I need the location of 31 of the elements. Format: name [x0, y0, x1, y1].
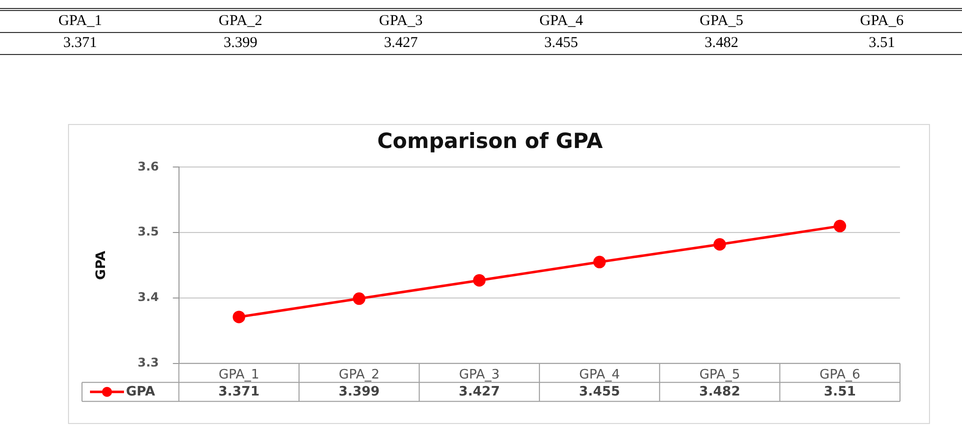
data-label: 3.427	[458, 384, 500, 400]
category-label: GPA_5	[700, 13, 744, 29]
category-label: GPA_2	[218, 13, 262, 29]
data-label: 3.455	[578, 384, 620, 400]
x-tick-label: GPA_6	[820, 368, 860, 383]
category-label: GPA_6	[860, 13, 904, 29]
data-label: 3.482	[699, 384, 740, 400]
text: 3.399	[222, 34, 258, 53]
y-tick-label: 3.4	[138, 290, 159, 304]
category-label: GPA_4	[539, 13, 583, 29]
y-tick-label: 3.6	[138, 159, 159, 174]
data-label: 3.371	[218, 384, 260, 400]
chart-title: Comparison of GPA	[377, 129, 604, 154]
y-tick-label: 3.3	[138, 356, 159, 370]
data-label: 3.51	[824, 384, 856, 400]
x-tick-label: GPA_5	[699, 368, 740, 383]
x-tick-label: GPA_1	[218, 368, 260, 383]
y-axis-title: GPA	[94, 250, 110, 280]
legend-label: GPA	[126, 384, 156, 400]
text: 3.427	[382, 34, 419, 53]
x-tick-label: GPA_3	[458, 368, 500, 383]
x-tick-label: GPA_4	[579, 368, 620, 383]
text: 3.371	[62, 34, 98, 53]
data-label: 3.399	[338, 384, 380, 400]
text: 3.51	[868, 34, 896, 53]
text: 3.482	[704, 34, 740, 53]
category-label: GPA_1	[58, 13, 102, 29]
y-tick-label: 3.5	[138, 224, 159, 239]
category-label: GPA_3	[379, 13, 423, 29]
x-tick-label: GPA_2	[338, 368, 380, 383]
text: 3.455	[543, 34, 580, 53]
